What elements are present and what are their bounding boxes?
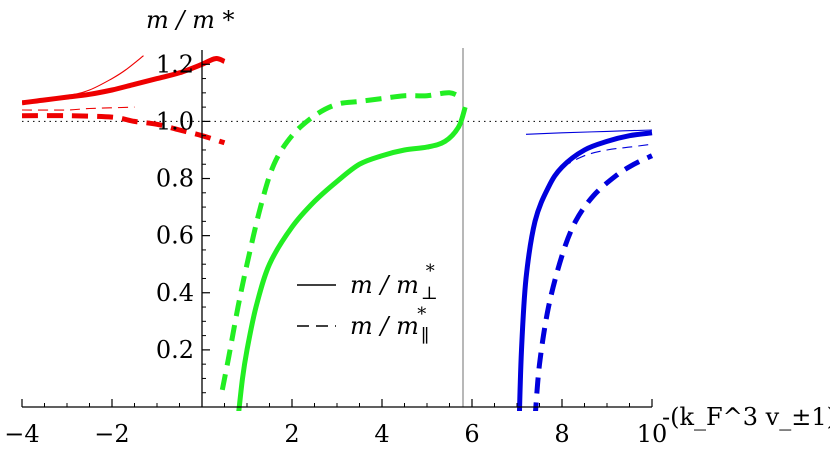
axes bbox=[22, 50, 652, 408]
series-line-blue-dashed-thick bbox=[533, 153, 654, 411]
x-axis-label-text: -(k_F^3 v_±1)^-1 bbox=[662, 403, 830, 431]
x-tick-label: 6 bbox=[464, 420, 479, 448]
legend-entry-dashed: m / m ∥* bbox=[350, 304, 429, 347]
x-tick-label: 8 bbox=[554, 420, 569, 448]
y-tick-label: 0.4 bbox=[156, 279, 194, 307]
series-line-blue-dashed-thin bbox=[561, 143, 653, 168]
legend-entry-dashed-main: m / m bbox=[350, 312, 419, 340]
series-layer bbox=[22, 55, 654, 411]
x-tick-label: −2 bbox=[94, 420, 129, 448]
x-tick-label: 10 bbox=[637, 420, 668, 448]
series-line-red-dashed-thin bbox=[22, 106, 135, 111]
series-line-blue-solid-thin bbox=[525, 129, 653, 135]
y-axis-label: m / m * bbox=[146, 6, 235, 34]
y-tick-label: 1.0 bbox=[156, 107, 194, 135]
x-tick-label: 2 bbox=[284, 420, 299, 448]
y-ticks: 0.2 0.4 0.6 0.8 1.0 1.2 bbox=[156, 50, 210, 394]
legend-entry-solid: m / m ⊥* bbox=[350, 261, 438, 304]
legend: m / m ⊥* m / m ∥* bbox=[297, 261, 438, 347]
legend-entry-solid-sup: * bbox=[426, 261, 435, 282]
series-line-green-solid-thick bbox=[236, 106, 468, 411]
series-line-green-dashed-thick bbox=[219, 90, 465, 391]
y-tick-label: 1.2 bbox=[156, 50, 194, 78]
y-tick-label: 0.2 bbox=[156, 336, 194, 364]
x-tick-label: −4 bbox=[4, 420, 39, 448]
series-line-blue-solid-thick bbox=[516, 130, 653, 411]
legend-entry-dashed-sub: ∥ bbox=[421, 326, 429, 347]
x-tick-label: 4 bbox=[374, 420, 389, 448]
x-ticks: −4 −2 2 4 6 8 10 bbox=[4, 399, 667, 448]
series-line-red-dashed-thick bbox=[22, 113, 226, 146]
series-line-red-solid-thick bbox=[22, 56, 226, 106]
y-axis-label-main: m / m * bbox=[146, 6, 235, 34]
reference-layer bbox=[22, 48, 652, 407]
legend-entry-solid-sub: ⊥ bbox=[421, 283, 438, 304]
y-tick-label: 0.8 bbox=[156, 165, 194, 193]
x-axis-label: -(k_F^3 v_±1)^-1 bbox=[662, 403, 830, 431]
legend-entry-solid-main: m / m bbox=[350, 271, 419, 299]
legend-entry-dashed-sup: * bbox=[417, 304, 426, 325]
y-tick-label: 0.6 bbox=[156, 222, 194, 250]
series-line-red-solid-thin bbox=[22, 55, 144, 102]
